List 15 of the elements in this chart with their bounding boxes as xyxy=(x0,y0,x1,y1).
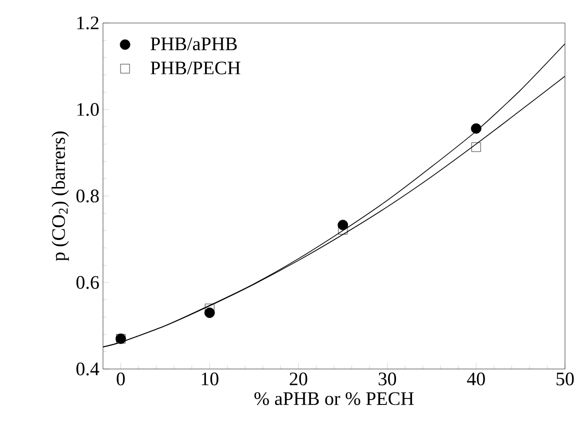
legend-label: PHB/PECH xyxy=(150,62,240,74)
x-tick-label: 50 xyxy=(556,372,574,386)
x-tick-label: 0 xyxy=(116,372,125,386)
legend-label: PHB/aPHB xyxy=(150,38,237,50)
x-tick-label: 10 xyxy=(202,372,218,386)
y-tick-label: 1.2 xyxy=(77,16,98,30)
y-axis-title: p (CO$_{2}$) (barrers) xyxy=(52,132,69,261)
y-tick-label: 1.0 xyxy=(77,103,99,116)
x-tick-label: 20 xyxy=(290,372,308,386)
y-tick-label: 0.6 xyxy=(76,276,99,289)
x-axis-title: % aPHB or % PECH xyxy=(254,392,414,406)
y-tick-label: 0.4 xyxy=(76,362,100,376)
x-tick-label: 40 xyxy=(467,372,485,386)
y-tick-label: 0.8 xyxy=(76,190,99,202)
x-tick-label: 30 xyxy=(378,372,396,386)
